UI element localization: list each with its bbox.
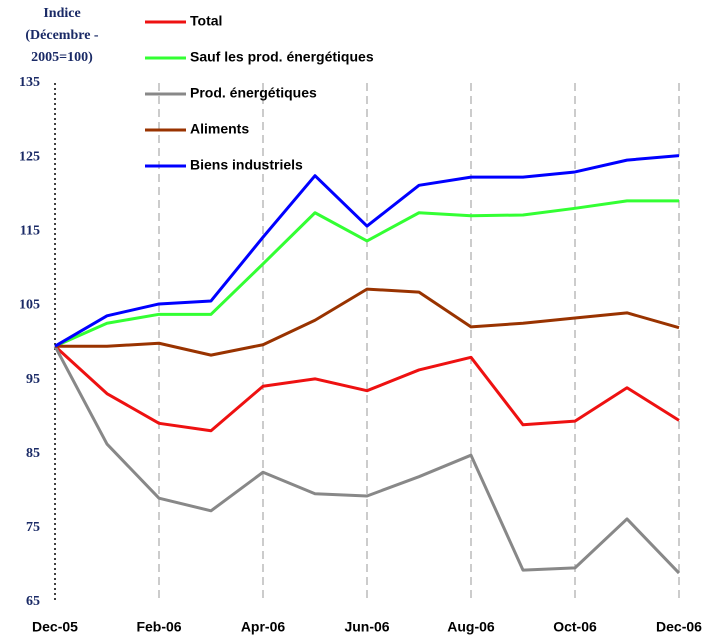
legend-label: Total [190,13,222,29]
x-tick-label: Dec-05 [32,619,78,635]
line-series [54,199,679,348]
y-tick-label: 75 [26,520,40,535]
y-tick-label: 85 [26,446,40,461]
legend-label: Biens industriels [190,157,303,173]
x-tick-label: Apr-06 [241,619,286,635]
line-series [53,345,680,433]
line-series [53,345,681,575]
y-tick-label: 135 [19,75,40,90]
y-tick-label: 95 [26,372,40,387]
x-tick-label: Aug-06 [447,619,495,635]
y-tick-label: 115 [20,224,40,239]
y-tick-label: 105 [19,298,40,313]
y-axis-title: Indice [43,6,80,21]
y-axis-title: 2005=100) [31,50,93,65]
legend-label: Prod. énergétiques [190,85,317,101]
y-tick-label: 125 [19,149,40,164]
legend-label: Sauf les prod. énergétiques [190,49,374,65]
x-tick-label: Dec-06 [656,619,702,635]
x-tick-label: Oct-06 [553,619,597,635]
y-axis-title: (Décembre - [25,28,99,43]
line-series [55,287,680,357]
y-tick-label: 65 [26,594,40,609]
x-tick-label: Jun-06 [344,619,389,635]
x-tick-label: Feb-06 [136,619,181,635]
legend-label: Aliments [190,121,249,137]
line-series [54,154,680,348]
